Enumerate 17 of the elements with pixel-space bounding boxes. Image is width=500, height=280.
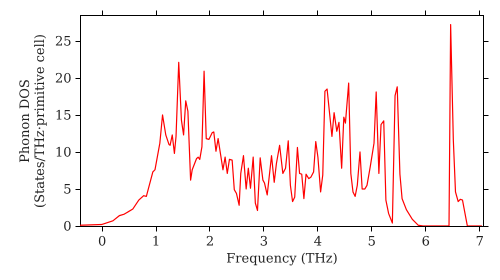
y-tick-label: 20: [54, 71, 72, 86]
x-tick-label: 3: [260, 234, 268, 250]
y-tick-label: 5: [63, 182, 72, 198]
x-tick-label: 6: [422, 234, 430, 250]
x-tick-label: 4: [314, 234, 322, 250]
x-tick-label: 0: [98, 234, 106, 250]
x-tick-label: 5: [368, 234, 376, 250]
y-axis-title: Phonon DOS (States/THz·primitive cell): [18, 34, 48, 208]
y-tick-label: 15: [54, 108, 72, 124]
y-tick-label: 10: [54, 145, 72, 160]
y-tick-label: 25: [54, 34, 72, 50]
x-tick-label: 1: [152, 234, 160, 250]
y-tick-label: 0: [63, 220, 72, 234]
x-axis-title: Frequency (THz): [226, 252, 338, 266]
line-series: [80, 24, 483, 226]
x-tick-label: 7: [476, 234, 484, 250]
x-tick-label: 2: [206, 234, 214, 250]
